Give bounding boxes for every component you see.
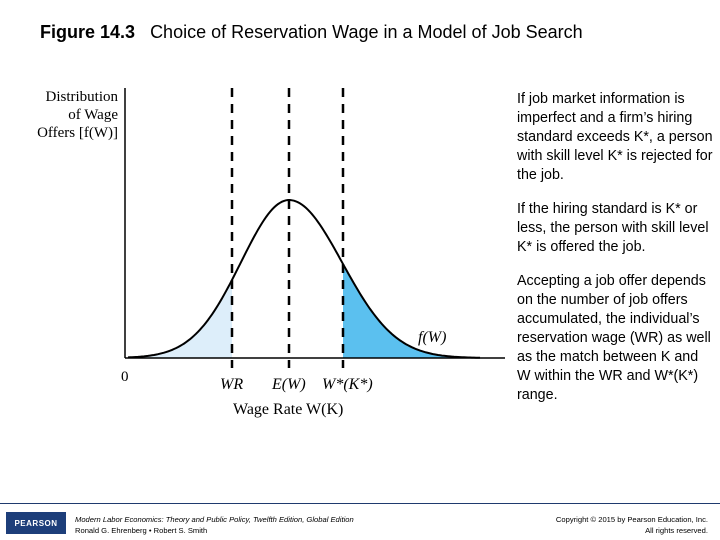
explanation-text: If job market information is imperfect a…: [517, 90, 713, 420]
y-axis-label-line-3: Offers [f(W)]: [37, 125, 118, 141]
footer-copyright: Copyright © 2015 by Pearson Education, I…: [556, 514, 708, 536]
curve-label: f(W): [418, 329, 446, 346]
origin-label: 0: [121, 369, 129, 385]
ew-label: E(W): [271, 376, 306, 393]
wr-label: WR: [220, 376, 243, 393]
explanation-paragraph-2: If the hiring standard is K* or less, th…: [517, 201, 709, 255]
left-tail-fill: [128, 279, 232, 358]
right-tail-fill: [343, 264, 480, 358]
y-axis-label-line-1: Distribution: [45, 89, 118, 105]
y-axis-label: Distribution of Wage Offers [f(W)]: [28, 88, 118, 142]
footer-book-title: Modern Labor Economics: Theory and Publi…: [75, 515, 354, 524]
figure-title: Figure 14.3 Choice of Reservation Wage i…: [40, 22, 583, 43]
wstar-label: W*(K*): [322, 376, 373, 393]
figure-title-text: Choice of Reservation Wage in a Model of…: [150, 22, 583, 42]
footer-divider: [0, 503, 720, 504]
pearson-logo: PEARSON: [6, 512, 66, 534]
explanation-paragraph-1: If job market information is imperfect a…: [517, 91, 713, 183]
footer-copyright-line-1: Copyright © 2015 by Pearson Education, I…: [555, 515, 708, 524]
footer-copyright-line-2: All rights reserved.: [645, 526, 708, 535]
wage-offer-curve: [127, 199, 481, 359]
x-axis-title: Wage Rate W(K): [233, 401, 343, 418]
explanation-paragraph-3: Accepting a job offer depends on the num…: [517, 273, 711, 403]
footer-authors: Ronald G. Ehrenberg • Robert S. Smith: [75, 526, 208, 535]
footer-book-info: Modern Labor Economics: Theory and Publi…: [75, 514, 354, 536]
y-axis-label-line-2: of Wage: [68, 107, 118, 123]
figure-number: Figure 14.3: [40, 22, 136, 42]
